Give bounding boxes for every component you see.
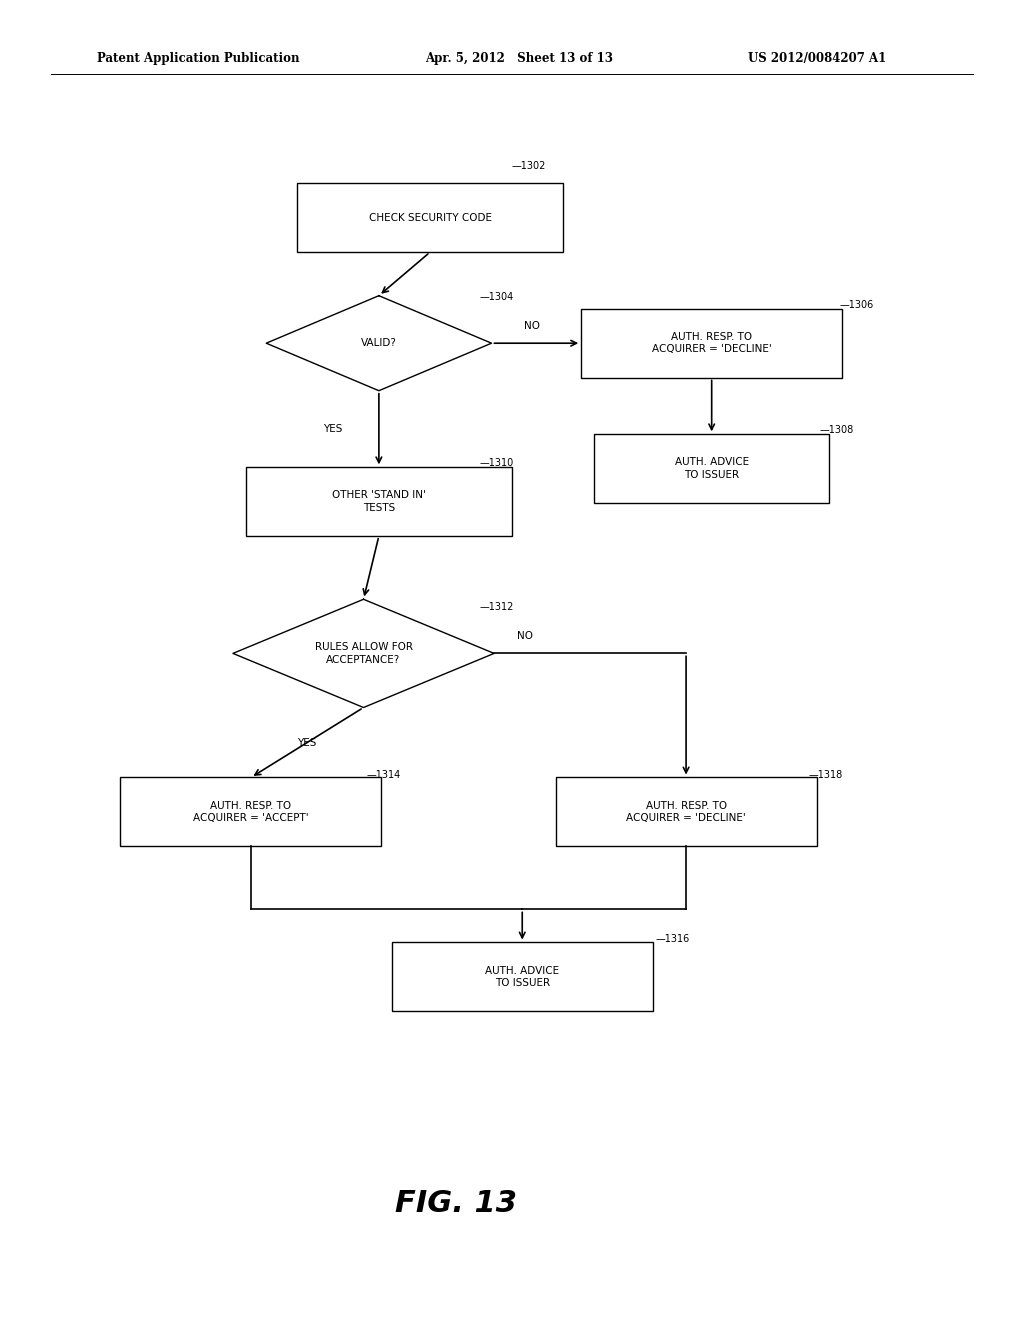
- Text: —1316: —1316: [655, 933, 689, 944]
- Text: FIG. 13: FIG. 13: [394, 1189, 517, 1218]
- FancyBboxPatch shape: [555, 777, 817, 846]
- Text: AUTH. ADVICE
TO ISSUER: AUTH. ADVICE TO ISSUER: [675, 458, 749, 479]
- Text: NO: NO: [524, 321, 541, 331]
- Text: AUTH. RESP. TO
ACQUIRER = 'DECLINE': AUTH. RESP. TO ACQUIRER = 'DECLINE': [627, 801, 745, 822]
- Text: AUTH. RESP. TO
ACQUIRER = 'DECLINE': AUTH. RESP. TO ACQUIRER = 'DECLINE': [652, 333, 771, 354]
- Text: —1310: —1310: [479, 458, 513, 469]
- Text: RULES ALLOW FOR
ACCEPTANCE?: RULES ALLOW FOR ACCEPTANCE?: [314, 643, 413, 664]
- Text: —1312: —1312: [479, 602, 514, 612]
- Text: CHECK SECURITY CODE: CHECK SECURITY CODE: [369, 213, 492, 223]
- Text: AUTH. RESP. TO
ACQUIRER = 'ACCEPT': AUTH. RESP. TO ACQUIRER = 'ACCEPT': [194, 801, 308, 822]
- Text: —1314: —1314: [367, 770, 400, 780]
- Text: US 2012/0084207 A1: US 2012/0084207 A1: [748, 51, 886, 65]
- Text: AUTH. ADVICE
TO ISSUER: AUTH. ADVICE TO ISSUER: [485, 966, 559, 987]
- Text: NO: NO: [517, 631, 532, 642]
- FancyBboxPatch shape: [246, 467, 512, 536]
- Text: —1306: —1306: [840, 300, 873, 310]
- Text: —1308: —1308: [819, 425, 853, 436]
- FancyBboxPatch shape: [391, 942, 653, 1011]
- Text: —1318: —1318: [809, 770, 843, 780]
- Text: YES: YES: [324, 424, 342, 434]
- Text: Apr. 5, 2012   Sheet 13 of 13: Apr. 5, 2012 Sheet 13 of 13: [425, 51, 613, 65]
- Text: —1304: —1304: [479, 292, 513, 302]
- FancyBboxPatch shape: [121, 777, 381, 846]
- Polygon shape: [266, 296, 492, 391]
- Text: OTHER 'STAND IN'
TESTS: OTHER 'STAND IN' TESTS: [332, 491, 426, 512]
- FancyBboxPatch shape: [297, 183, 563, 252]
- Polygon shape: [232, 599, 494, 708]
- FancyBboxPatch shape: [594, 434, 829, 503]
- Text: Patent Application Publication: Patent Application Publication: [97, 51, 300, 65]
- FancyBboxPatch shape: [581, 309, 842, 378]
- Text: VALID?: VALID?: [360, 338, 397, 348]
- Text: —1302: —1302: [512, 161, 547, 172]
- Text: YES: YES: [298, 738, 316, 747]
